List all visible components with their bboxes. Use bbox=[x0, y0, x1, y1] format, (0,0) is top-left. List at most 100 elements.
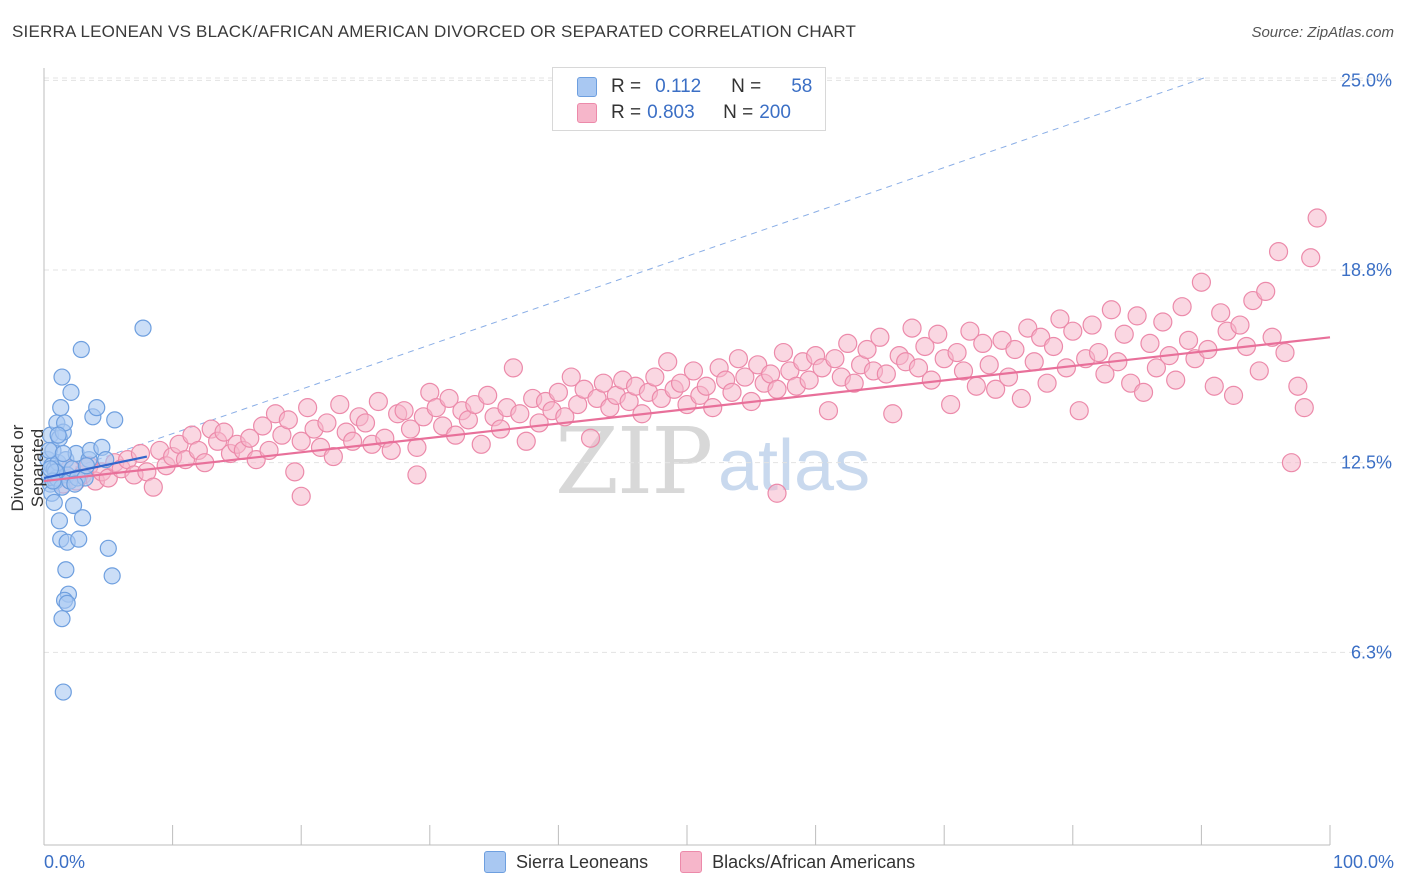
blue-data-point bbox=[134, 319, 152, 337]
legend-row-blue: R = 0.112 N = 58 bbox=[577, 75, 812, 99]
legend-n-label: N = bbox=[723, 102, 754, 123]
watermark-atlas: atlas bbox=[718, 426, 871, 506]
pink-data-point bbox=[915, 336, 935, 357]
legend-n-label: N = bbox=[731, 76, 762, 97]
pink-data-point bbox=[1063, 321, 1083, 341]
legend-r-value: 0.803 bbox=[647, 102, 695, 123]
pink-data-point bbox=[1127, 306, 1147, 326]
pink-data-point bbox=[400, 419, 421, 439]
pink-data-point bbox=[1262, 327, 1282, 347]
pink-data-point bbox=[728, 349, 749, 369]
x-tick-min: 0.0% bbox=[44, 852, 86, 872]
pink-data-point bbox=[529, 413, 549, 433]
pink-data-point bbox=[1166, 370, 1186, 390]
pink-data-point bbox=[696, 376, 716, 396]
pink-data-point bbox=[844, 373, 864, 393]
pink-data-point bbox=[471, 434, 491, 454]
legend-swatch-blue bbox=[484, 851, 506, 873]
pink-data-point bbox=[941, 394, 961, 415]
pink-data-point bbox=[902, 318, 922, 338]
watermark-zip: ZIP bbox=[555, 408, 713, 515]
blue-data-point bbox=[62, 383, 80, 401]
pink-data-point bbox=[285, 462, 305, 482]
blue-data-point bbox=[72, 340, 90, 359]
pink-data-point bbox=[767, 483, 787, 503]
pink-trend-line bbox=[43, 336, 1331, 483]
pink-data-point bbox=[330, 394, 350, 415]
blue-data-point bbox=[54, 444, 72, 463]
y-tick-label: 12.5% bbox=[1341, 453, 1392, 473]
pink-data-point bbox=[683, 361, 704, 381]
pink-data-point bbox=[1275, 342, 1295, 363]
pink-data-point bbox=[1088, 342, 1109, 363]
pink-data-point bbox=[735, 367, 755, 387]
blue-trend-extension bbox=[43, 77, 1205, 479]
pink-data-point bbox=[1268, 242, 1289, 262]
pink-data-point bbox=[1153, 312, 1173, 332]
blue-data-point bbox=[58, 594, 76, 612]
pink-data-point bbox=[1146, 358, 1166, 378]
pink-data-point bbox=[1095, 364, 1115, 384]
pink-data-point bbox=[298, 398, 318, 418]
pink-data-point bbox=[670, 373, 691, 393]
y-tick-label: 6.3% bbox=[1351, 642, 1392, 662]
legend-r-label: R = bbox=[611, 102, 642, 123]
series-legend: Sierra Leoneans Blacks/African Americans bbox=[484, 851, 947, 873]
blue-data-point bbox=[106, 411, 124, 429]
pink-data-point bbox=[561, 367, 581, 387]
pink-data-point bbox=[510, 404, 530, 424]
pink-data-point bbox=[1024, 352, 1044, 372]
pink-data-point bbox=[645, 367, 665, 387]
pink-data-point bbox=[799, 370, 819, 390]
pink-data-point bbox=[240, 428, 260, 448]
blue-data-point bbox=[103, 567, 121, 585]
pink-data-point bbox=[317, 413, 337, 433]
pink-data-point bbox=[1230, 315, 1250, 335]
pink-data-point bbox=[407, 465, 427, 485]
pink-data-point bbox=[1011, 388, 1031, 409]
pink-data-point bbox=[1307, 208, 1327, 228]
blue-data-point bbox=[53, 368, 71, 386]
pink-data-point bbox=[953, 361, 974, 381]
legend-row-pink: R = 0.803 N = 200 bbox=[577, 101, 791, 125]
series-legend-item-sierra-leoneans: Sierra Leoneans bbox=[484, 851, 648, 873]
legend-swatch-pink bbox=[577, 103, 597, 123]
pink-data-point bbox=[908, 358, 929, 378]
pink-data-point bbox=[1133, 382, 1154, 402]
blue-data-point bbox=[99, 539, 117, 557]
pink-data-point bbox=[1223, 385, 1244, 405]
legend-r-value: 0.112 bbox=[655, 76, 702, 97]
y-axis-label: Divorced or Separated bbox=[8, 424, 47, 512]
blue-data-point bbox=[88, 399, 106, 417]
blue-data-point bbox=[66, 475, 84, 493]
legend-swatch-blue bbox=[577, 77, 597, 97]
pink-data-point bbox=[394, 401, 414, 421]
pink-data-point bbox=[966, 376, 986, 396]
pink-data-point bbox=[439, 388, 459, 409]
blue-data-point bbox=[73, 509, 92, 527]
pink-data-point bbox=[1191, 272, 1212, 292]
pink-data-point bbox=[1043, 336, 1064, 357]
pink-data-point bbox=[355, 413, 376, 433]
pink-data-point bbox=[1050, 309, 1070, 329]
pink-data-point bbox=[883, 404, 903, 424]
blue-trend-line bbox=[43, 455, 148, 480]
pink-data-point bbox=[1281, 453, 1302, 473]
pink-data-point bbox=[818, 401, 839, 421]
pink-data-point bbox=[876, 364, 896, 384]
pink-data-point bbox=[1288, 376, 1308, 396]
pink-data-point bbox=[870, 327, 890, 347]
blue-data-point bbox=[57, 561, 75, 579]
pink-data-point bbox=[773, 342, 794, 363]
pink-data-point bbox=[1172, 297, 1192, 317]
pink-data-point bbox=[947, 342, 967, 363]
pink-data-point bbox=[960, 321, 980, 341]
pink-data-point bbox=[291, 431, 311, 451]
x-tick-max: 100.0% bbox=[1332, 852, 1394, 872]
pink-data-point bbox=[658, 352, 678, 372]
pink-data-point bbox=[998, 367, 1019, 387]
series-legend-label: Blacks/African Americans bbox=[712, 851, 916, 872]
series-legend-label: Sierra Leoneans bbox=[516, 851, 649, 872]
pink-data-point bbox=[548, 382, 569, 402]
